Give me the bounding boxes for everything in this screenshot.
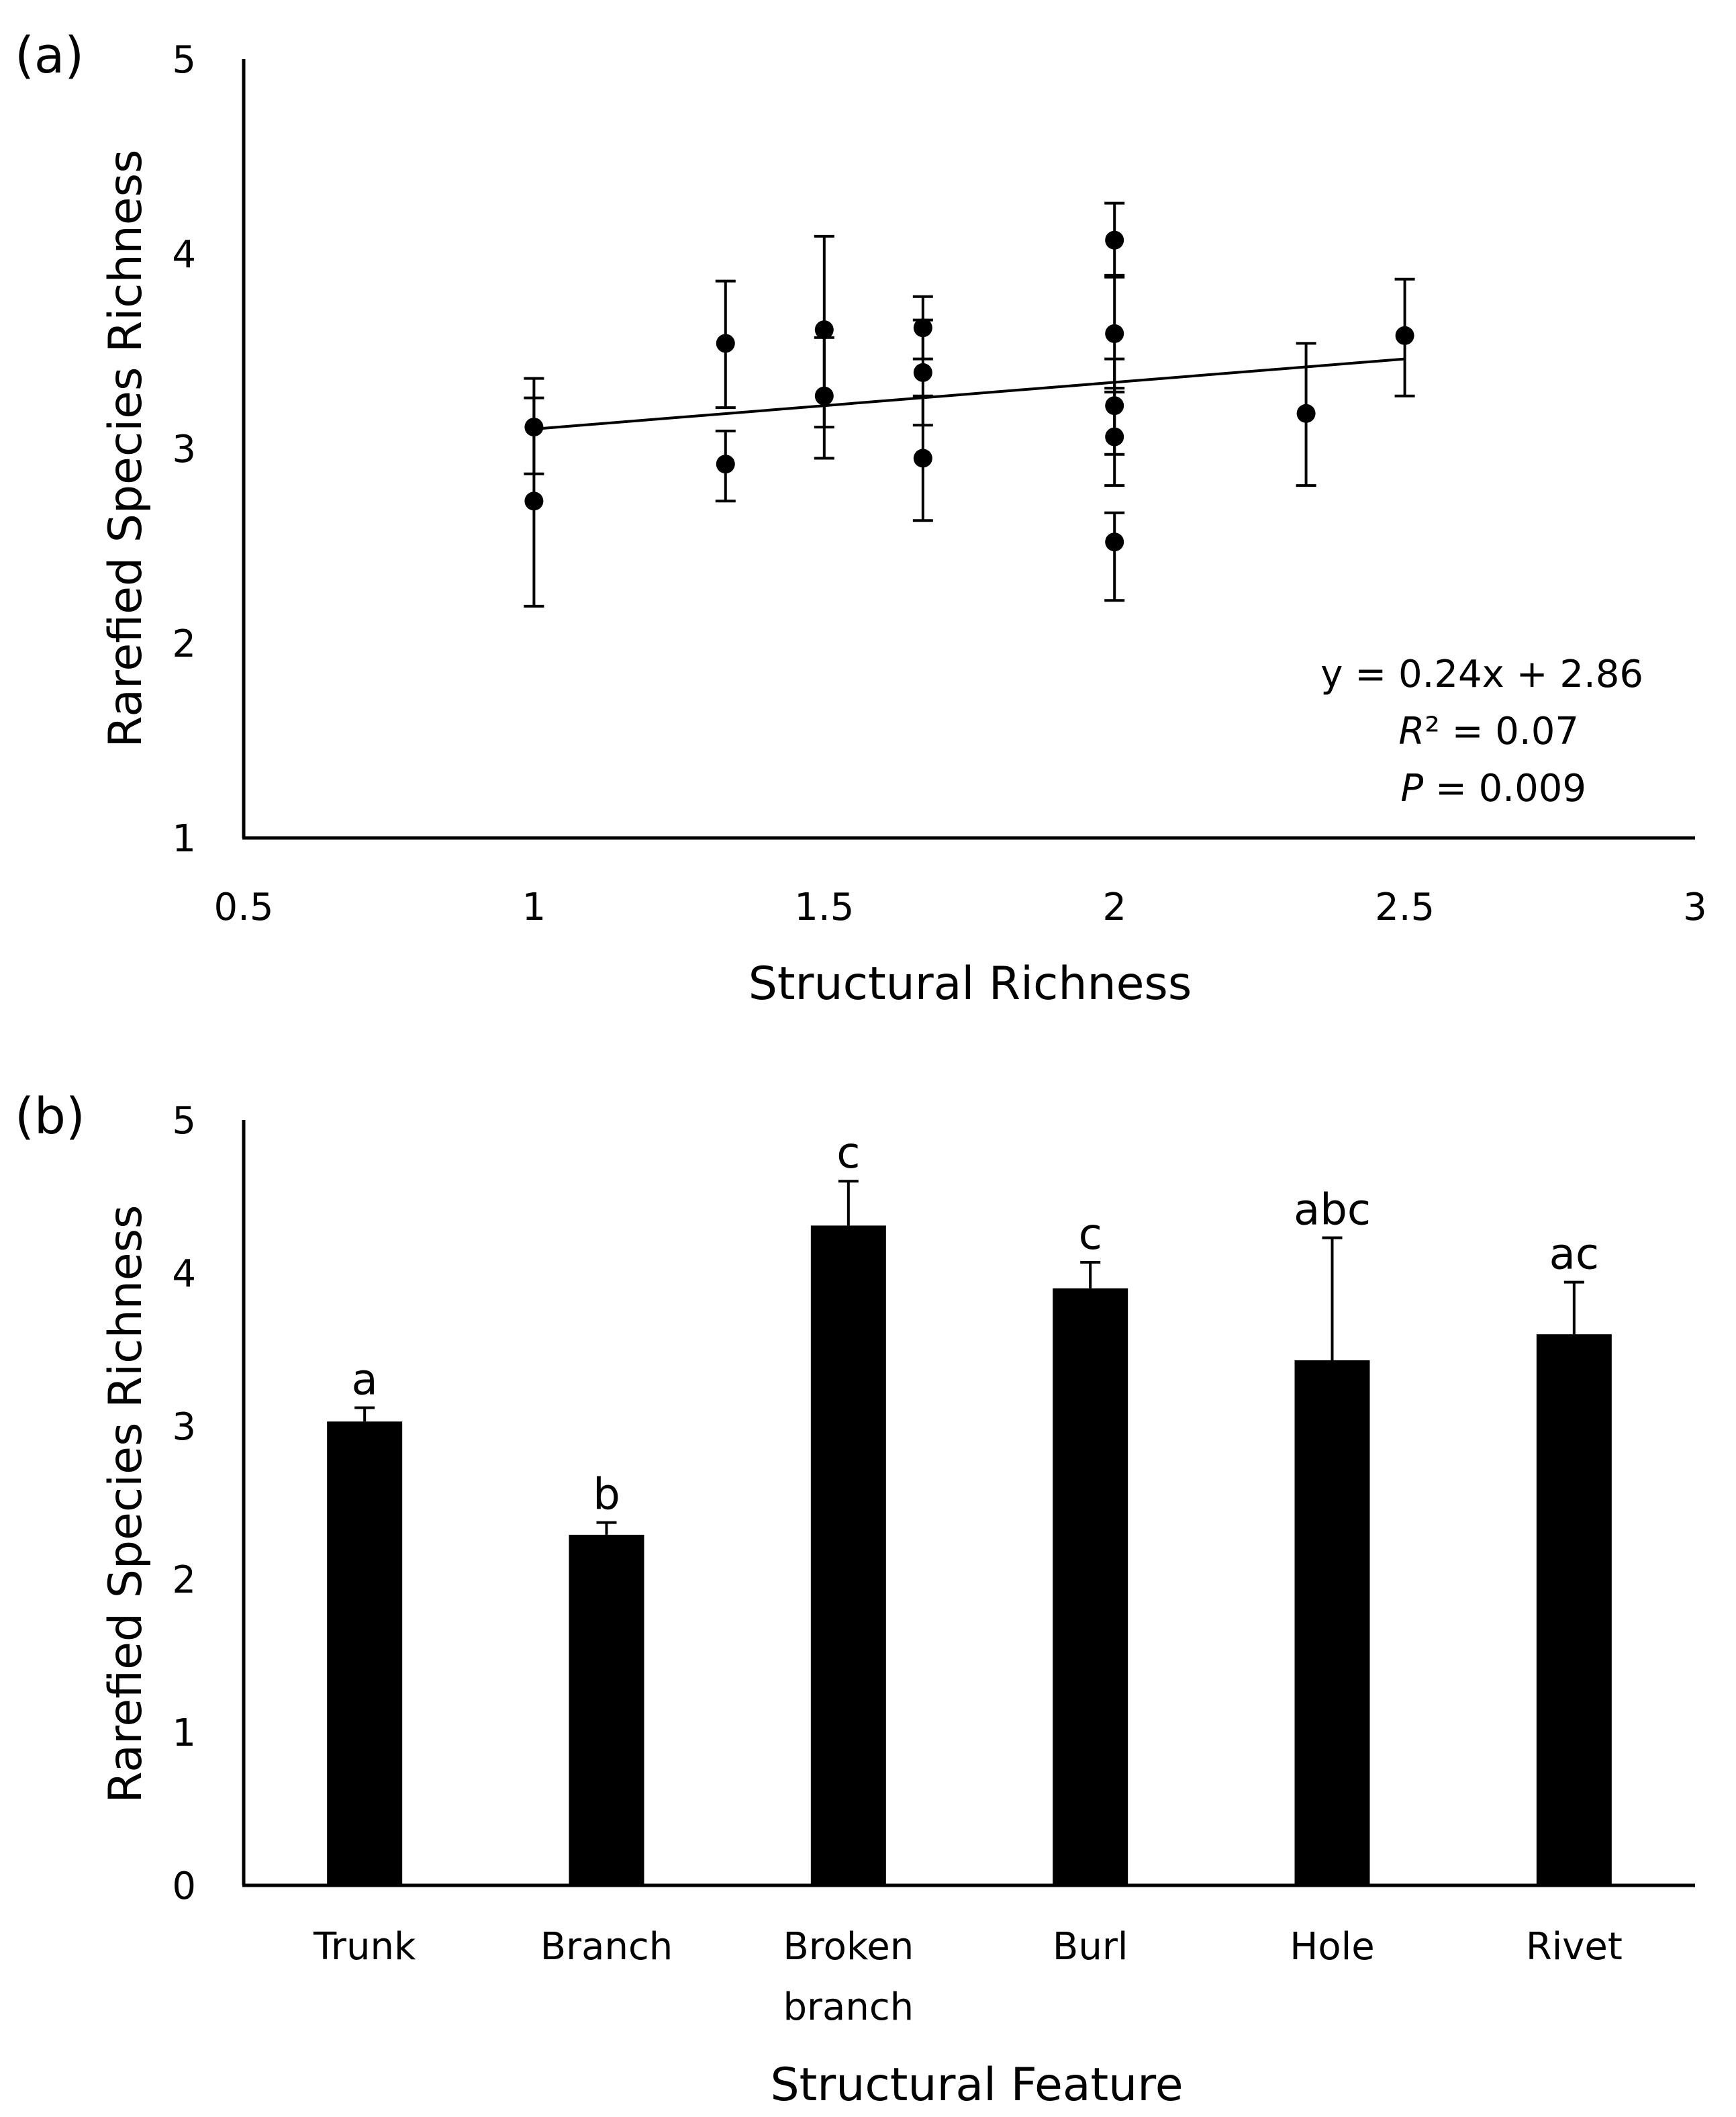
bar bbox=[327, 1421, 403, 1885]
x-axis-title-b: Structural Feature bbox=[770, 2059, 1183, 2112]
significance-letter: ac bbox=[1549, 1230, 1599, 1280]
category-label: Trunk bbox=[313, 1925, 416, 1969]
p-value-symbol: P bbox=[1400, 767, 1423, 810]
category-label-line: Hole bbox=[1290, 1925, 1374, 1969]
data-point bbox=[1105, 396, 1124, 416]
category-label: Rivet bbox=[1526, 1925, 1623, 1969]
bars bbox=[327, 1225, 1612, 1885]
y-tick-label-b: 4 bbox=[172, 1252, 196, 1296]
category-label-line: Branch bbox=[540, 1925, 673, 1969]
r-squared-symbol: R bbox=[1398, 710, 1425, 753]
category-label-line: branch bbox=[783, 1985, 914, 2029]
y-tick-label-b: 1 bbox=[172, 1711, 196, 1755]
data-point bbox=[716, 455, 735, 474]
data-points-a bbox=[524, 230, 1414, 552]
data-point bbox=[716, 334, 735, 353]
equation-label: y = 0.24x + 2.86 bbox=[1320, 653, 1643, 696]
y-tick-label-a: 1 bbox=[172, 817, 196, 861]
bar bbox=[1053, 1288, 1128, 1885]
data-point bbox=[913, 449, 932, 468]
category-label-line: Trunk bbox=[313, 1925, 416, 1969]
y-axis-title-a: Rarefied Species Richness bbox=[99, 150, 152, 748]
y-tick-label-a: 5 bbox=[172, 38, 196, 82]
r-squared-label: R² = 0.07 bbox=[1398, 710, 1579, 753]
category-label-line: Burl bbox=[1053, 1925, 1128, 1969]
data-point bbox=[1296, 404, 1316, 423]
y-tick-label-b: 2 bbox=[172, 1558, 196, 1602]
category-label-line: Rivet bbox=[1526, 1925, 1623, 1969]
bar bbox=[569, 1534, 644, 1885]
x-tick-label-a: 2.5 bbox=[1375, 886, 1435, 929]
y-tick-labels-a: 1 2 3 4 5 bbox=[172, 38, 196, 861]
panel-label-b: (b) bbox=[15, 1088, 85, 1145]
error-bar bbox=[838, 1180, 859, 1226]
category-labels: Trunk Branch Broken branch Burl Hole Rivet bbox=[313, 1925, 1623, 2029]
x-tick-label-a: 3 bbox=[1683, 886, 1707, 929]
x-tick-label-a: 1 bbox=[522, 886, 546, 929]
panel-label-a: (a) bbox=[15, 27, 84, 85]
error-bar bbox=[354, 1406, 375, 1422]
y-tick-label-b: 3 bbox=[172, 1405, 196, 1449]
y-tick-labels-b: 0 1 2 3 4 5 bbox=[172, 1099, 196, 1908]
x-tick-labels-a: 0.5 1 1.5 2 2.5 3 bbox=[213, 886, 1706, 929]
data-point bbox=[524, 418, 544, 437]
category-label: Burl bbox=[1053, 1925, 1128, 1969]
y-tick-label-b: 0 bbox=[172, 1865, 196, 1908]
x-tick-label-a: 1.5 bbox=[794, 886, 854, 929]
data-point bbox=[524, 491, 544, 511]
bar bbox=[810, 1225, 886, 1885]
x-tick-label-a: 2 bbox=[1102, 886, 1126, 929]
significance-letter: a bbox=[352, 1356, 378, 1405]
data-point bbox=[913, 318, 932, 338]
y-axis-title-b: Rarefied Species Richness bbox=[99, 1205, 152, 1803]
significance-letter: abc bbox=[1294, 1186, 1371, 1235]
category-label: Hole bbox=[1290, 1925, 1374, 1969]
error-bars-a bbox=[524, 201, 1415, 608]
y-tick-label-a: 4 bbox=[172, 233, 196, 277]
significance-letter: c bbox=[1079, 1210, 1102, 1260]
x-tick-label-a: 0.5 bbox=[213, 886, 273, 929]
y-tick-label-a: 2 bbox=[172, 622, 196, 666]
significance-letter: b bbox=[593, 1470, 620, 1520]
bar bbox=[1536, 1334, 1612, 1885]
error-bar bbox=[1322, 1236, 1343, 1360]
y-tick-label-b: 5 bbox=[172, 1099, 196, 1143]
p-value-label: P = 0.009 bbox=[1400, 767, 1586, 810]
error-bar bbox=[1563, 1280, 1584, 1335]
category-label-line: Broken bbox=[783, 1925, 914, 1969]
data-point bbox=[1105, 532, 1124, 552]
x-axis-title-a: Structural Richness bbox=[749, 957, 1192, 1010]
significance-letter: c bbox=[836, 1129, 860, 1178]
scatter-panel-a: (a) 1 2 3 4 5 0.5 1 1.5 2 2.5 3 Structural Richne… bbox=[15, 27, 1707, 1010]
p-value-value: = 0.009 bbox=[1423, 767, 1586, 810]
error-bar bbox=[1080, 1261, 1101, 1288]
error-bars-b bbox=[354, 1180, 1584, 1535]
category-label: Broken branch bbox=[783, 1925, 914, 2029]
r-squared-value: ² = 0.07 bbox=[1425, 710, 1579, 753]
data-point bbox=[1105, 324, 1124, 343]
trendline bbox=[534, 357, 1405, 430]
category-label: Branch bbox=[540, 1925, 673, 1969]
error-bar bbox=[1104, 511, 1125, 602]
bar bbox=[1294, 1360, 1370, 1885]
data-point bbox=[814, 386, 834, 406]
data-point bbox=[913, 363, 932, 382]
error-bar bbox=[596, 1521, 617, 1535]
data-point bbox=[814, 320, 834, 340]
data-point bbox=[1105, 230, 1124, 250]
data-point bbox=[1105, 427, 1124, 446]
data-point bbox=[1395, 326, 1414, 345]
y-tick-label-a: 3 bbox=[172, 428, 196, 471]
